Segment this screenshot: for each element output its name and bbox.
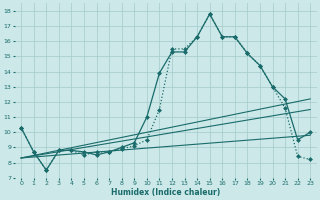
X-axis label: Humidex (Indice chaleur): Humidex (Indice chaleur) xyxy=(111,188,220,197)
